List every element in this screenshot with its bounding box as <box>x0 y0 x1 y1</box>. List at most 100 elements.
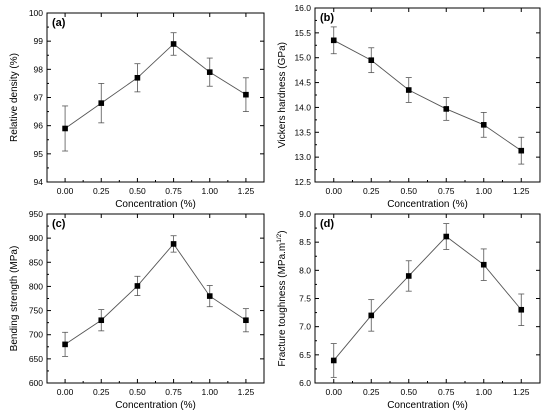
plot-frame <box>46 213 265 384</box>
y-axis-label: Relative density (%) <box>9 53 20 142</box>
y-tick-label: 750 <box>29 306 43 316</box>
y-tick-label: 800 <box>29 281 43 291</box>
panel-label: (b) <box>320 12 334 24</box>
y-tick-label: 94 <box>34 177 44 187</box>
data-point <box>443 106 450 112</box>
x-tick-label: 0.00 <box>57 387 74 397</box>
y-tick-label: 12.5 <box>294 177 311 187</box>
series-line <box>333 39 522 152</box>
y-tick-label: 6.5 <box>299 350 311 360</box>
chart-panel: 0.00 0.25 0.50 0.75 1.00 1.25 12.5 13.0 13.5 14.0… <box>277 3 541 210</box>
x-tick-label: 1.00 <box>475 387 492 397</box>
x-tick-label: 1.00 <box>475 186 492 196</box>
y-tick-label: 650 <box>29 354 43 364</box>
data-point <box>170 41 177 47</box>
y-tick-label: 13.0 <box>294 152 311 162</box>
data-point <box>206 293 213 299</box>
x-tick-label: 0.25 <box>363 387 380 397</box>
x-tick-label: 0.75 <box>438 186 455 196</box>
x-tick-label: 1.00 <box>201 186 218 196</box>
panel-label: (c) <box>52 218 66 230</box>
y-axis-label: Fracture toughness (MPa.m1/2) <box>276 230 288 366</box>
x-axis-label: Concentration (%) <box>387 199 468 210</box>
y-tick-label: 95 <box>34 149 44 159</box>
x-tick-label: 0.25 <box>363 186 380 196</box>
data-point <box>62 341 68 348</box>
y-tick-label: 7.5 <box>299 294 311 304</box>
panel-label: (a) <box>52 17 66 29</box>
data-point <box>134 74 141 81</box>
x-tick-label: 0.75 <box>165 387 182 397</box>
x-tick-label: 1.25 <box>238 186 255 196</box>
plot-frame <box>314 7 541 183</box>
x-tick-label: 0.25 <box>93 387 110 397</box>
data-point <box>98 100 105 106</box>
data-point <box>62 125 68 132</box>
data-point <box>330 357 337 364</box>
x-axis-label: Concentration (%) <box>115 400 196 411</box>
y-tick-label: 15.5 <box>294 28 311 38</box>
data-point <box>368 57 375 63</box>
x-tick-label: 0.25 <box>93 186 110 196</box>
y-tick-label: 600 <box>29 378 43 388</box>
chart-panel: 0.00 0.25 0.50 0.75 1.00 1.25 6.0 6.5 7.0 7.5 8.0 8… <box>276 209 541 411</box>
y-tick-label: 14.5 <box>294 78 311 88</box>
x-tick-label: 0.00 <box>325 186 342 196</box>
series-line <box>333 235 522 361</box>
x-tick-label: 0.75 <box>438 387 455 397</box>
panel-label: (d) <box>320 218 334 230</box>
y-axis-label: Vickers hardness (GPa) <box>277 42 288 148</box>
y-tick-label: 900 <box>29 233 43 243</box>
series-line <box>64 43 247 129</box>
x-tick-label: 0.50 <box>400 387 417 397</box>
y-tick-label: 98 <box>34 64 44 74</box>
y-tick-label: 97 <box>34 93 44 103</box>
data-point <box>98 317 105 324</box>
data-point <box>368 312 375 319</box>
y-tick-label: 950 <box>29 209 43 219</box>
y-tick-label: 8.0 <box>299 265 311 275</box>
y-tick-label: 7.0 <box>299 322 311 332</box>
x-tick-label: 1.25 <box>513 186 530 196</box>
data-point <box>134 283 141 289</box>
y-tick-label: 14.0 <box>294 102 311 112</box>
data-point <box>443 233 450 240</box>
x-tick-label: 1.00 <box>201 387 218 397</box>
y-tick-label: 13.5 <box>294 127 311 137</box>
y-axis-label-main: Fracture toughness (MPa.m <box>277 243 288 367</box>
y-tick-label: 850 <box>29 257 43 267</box>
x-tick-label: 0.50 <box>400 186 417 196</box>
x-tick-label: 0.00 <box>325 387 342 397</box>
y-tick-label: 16.0 <box>294 3 311 13</box>
y-axis-label: Bending strength (MPa) <box>9 246 20 352</box>
chart-panel: 0.00 0.25 0.50 0.75 1.00 1.25 600 650 700 750 800 8… <box>9 209 265 411</box>
x-axis-label: Concentration (%) <box>387 400 468 411</box>
y-tick-label: 96 <box>34 121 44 131</box>
y-axis-label-end: ) <box>277 230 288 233</box>
data-point <box>405 273 412 279</box>
y-tick-label: 6.0 <box>299 378 311 388</box>
data-point <box>405 87 412 93</box>
y-tick-label: 9.0 <box>299 209 311 219</box>
chart-panel: 0.00 0.25 0.50 0.75 1.00 1.25 94 95 96 97 98 99 100 C… <box>9 8 265 210</box>
x-tick-label: 1.25 <box>513 387 530 397</box>
x-tick-label: 0.50 <box>129 186 146 196</box>
data-point <box>206 69 213 75</box>
y-tick-label: 700 <box>29 330 43 340</box>
data-point <box>330 37 337 44</box>
data-point <box>243 317 249 324</box>
data-point <box>243 91 249 98</box>
y-tick-label: 100 <box>29 8 43 18</box>
series-line <box>64 243 247 345</box>
plot-frame <box>46 12 265 183</box>
data-point <box>480 122 487 128</box>
data-point <box>518 147 525 154</box>
plot-frame <box>314 213 541 384</box>
y-axis-label-superscript: 1/2 <box>276 233 283 242</box>
x-tick-label: 0.50 <box>129 387 146 397</box>
x-tick-label: 0.75 <box>165 186 182 196</box>
x-tick-label: 0.00 <box>57 186 74 196</box>
y-tick-label: 99 <box>34 36 44 46</box>
y-tick-label: 8.5 <box>299 237 311 247</box>
